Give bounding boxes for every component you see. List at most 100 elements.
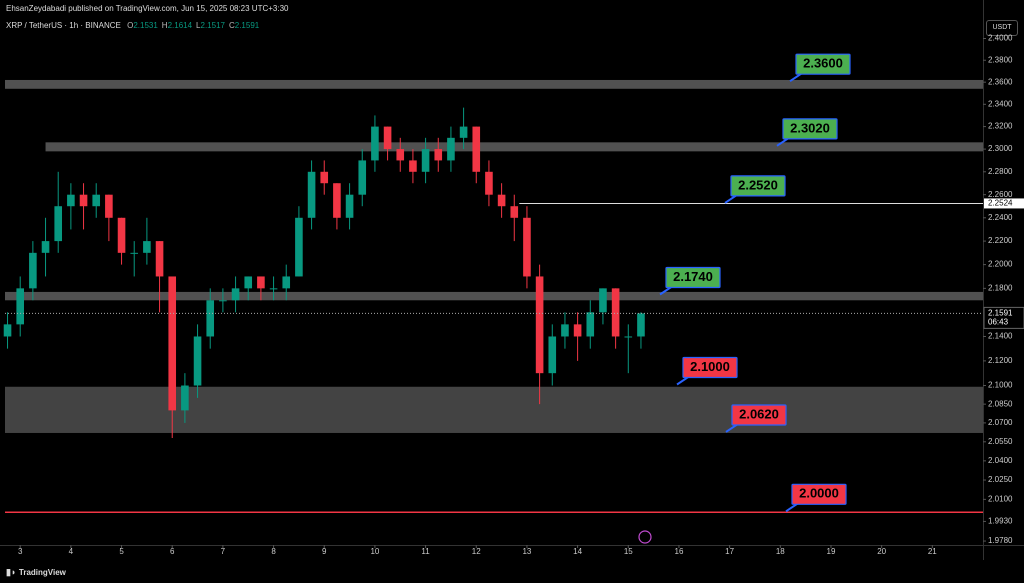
candle-body [523, 217, 531, 277]
x-tick-label: 18 [776, 547, 785, 556]
zone [5, 291, 983, 301]
y-tick-label: 2.3200 [988, 122, 1013, 131]
candle-body [92, 194, 101, 207]
candle-body [168, 276, 177, 411]
zone [45, 142, 983, 152]
event-icon[interactable] [638, 530, 652, 544]
currency-button[interactable]: USDT [986, 20, 1018, 36]
candle-body [447, 137, 455, 161]
publisher: EhsanZeydabadi published on TradingView.… [6, 4, 289, 13]
candle-body [320, 171, 329, 184]
zone [5, 79, 983, 89]
candle-body [599, 288, 607, 313]
candle-body [16, 288, 25, 325]
ohlc-value: 2.1531 [133, 21, 158, 30]
x-tick-label: 12 [472, 547, 481, 556]
level-box [791, 483, 847, 505]
x-tick-label: 8 [271, 547, 276, 556]
candle-body [231, 288, 240, 301]
level-box [730, 175, 786, 197]
level-label: 2.3020 [790, 120, 830, 135]
candle-body [497, 194, 506, 207]
chart: 2.4000 2.3800 2.3600 2.3400 2.3200 2.3000 2.28… [0, 0, 1024, 560]
candle-body [409, 160, 417, 172]
level-label: 2.1740 [673, 269, 713, 284]
level-label: 2.3600 [803, 56, 843, 71]
y-tick-label: 1.9780 [988, 536, 1013, 545]
last-price-box [983, 306, 1024, 329]
candle-body [143, 241, 151, 253]
y-tick-label: 2.2000 [988, 260, 1013, 269]
x-tick-label: 19 [827, 547, 836, 556]
candle-body [421, 149, 430, 172]
candle-body [193, 336, 202, 386]
y-tick-label: 2.2400 [988, 213, 1013, 222]
x-tick-label: 10 [370, 547, 379, 556]
candle-body [219, 300, 227, 302]
x-tick-label: 15 [624, 547, 633, 556]
ohlc-value: 2.1517 [200, 21, 225, 30]
y-tick-label: 2.0850 [988, 399, 1013, 408]
candle-body [510, 206, 519, 218]
candle-body [383, 126, 392, 150]
candle-body [586, 312, 595, 337]
y-tick-label: 2.2600 [988, 190, 1013, 199]
symbol: XRP / TetherUS · 1h · BINANCE [6, 21, 121, 30]
candle-body [181, 385, 189, 411]
candle-body [54, 206, 63, 242]
y-tick-label: 2.1800 [988, 283, 1013, 292]
candle-body [637, 313, 645, 337]
candle-body [611, 288, 620, 337]
x-tick-label: 7 [221, 547, 226, 556]
y-tick-label: 2.4000 [988, 34, 1013, 43]
candle-body [79, 194, 88, 207]
axis-price-label: 2.2524 [988, 199, 1013, 208]
candle-body [535, 276, 544, 374]
candle-body [472, 126, 481, 172]
zone [5, 386, 983, 433]
candle-body [3, 324, 12, 337]
candle-body [396, 149, 405, 161]
level-box [795, 53, 851, 75]
ohlc: O2.1531 H2.1614 L2.1517 C2.1591 [123, 21, 259, 30]
candle-body [548, 336, 557, 374]
candle-body [41, 241, 50, 253]
x-tick-label: 20 [877, 547, 886, 556]
y-tick-label: 2.3000 [988, 144, 1013, 153]
footer-brand: ⁠▮◗ TradingView [6, 567, 66, 578]
candle-body [345, 194, 354, 218]
ohlc-value: 2.1591 [234, 21, 260, 30]
candle-body [130, 252, 139, 254]
candle-body [257, 276, 265, 289]
candle-body [29, 252, 37, 289]
logo: ⁠▮◗ [6, 567, 19, 577]
y-tick-label: 2.1400 [988, 332, 1013, 341]
level-box [682, 356, 738, 379]
level-box [731, 404, 787, 426]
x-tick-label: 6 [170, 547, 175, 556]
x-tick-label: 5 [119, 547, 124, 556]
x-tick-label: 17 [725, 547, 734, 556]
candle-body [307, 171, 316, 218]
y-tick-label: 2.1200 [988, 356, 1013, 365]
level-box [665, 266, 721, 289]
x-tick-label: 13 [522, 547, 531, 556]
candle-body [155, 241, 164, 277]
y-tick-label: 2.3600 [988, 77, 1013, 86]
x-tick-label: 4 [69, 547, 74, 556]
candle-body [67, 194, 75, 207]
last-price-label: 2.1591 [988, 308, 1013, 317]
ohlc-key: C [228, 21, 235, 30]
candle-body [117, 217, 126, 253]
axis-divider [983, 0, 984, 560]
y-tick-label: 2.0550 [988, 437, 1013, 446]
level-label: 2.0620 [739, 406, 779, 421]
y-tick-label: 2.2800 [988, 167, 1013, 176]
y-tick-label: 2.3400 [988, 99, 1013, 108]
candle-body [282, 276, 291, 289]
y-tick-label: 2.2200 [988, 236, 1013, 245]
candle-body [434, 149, 443, 161]
candle-body [358, 160, 367, 195]
candle-body [371, 126, 379, 161]
axis-divider [0, 545, 1024, 546]
